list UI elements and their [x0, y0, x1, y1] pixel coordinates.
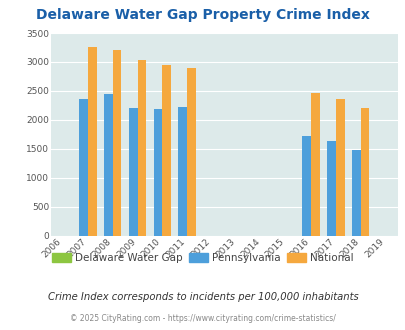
Bar — [153, 109, 162, 236]
Bar — [79, 99, 88, 236]
Bar — [137, 60, 146, 236]
Bar — [88, 47, 96, 236]
Bar — [351, 149, 360, 236]
Bar — [302, 136, 310, 236]
Bar — [326, 142, 335, 236]
Text: © 2025 CityRating.com - https://www.cityrating.com/crime-statistics/: © 2025 CityRating.com - https://www.city… — [70, 314, 335, 323]
Bar — [187, 68, 195, 236]
Bar — [113, 50, 121, 236]
Text: Crime Index corresponds to incidents per 100,000 inhabitants: Crime Index corresponds to incidents per… — [47, 292, 358, 302]
Bar — [178, 107, 187, 236]
Bar — [162, 65, 171, 236]
Bar — [360, 108, 369, 236]
Bar — [104, 94, 113, 236]
Bar — [335, 99, 344, 236]
Bar — [310, 93, 319, 236]
Text: Delaware Water Gap Property Crime Index: Delaware Water Gap Property Crime Index — [36, 8, 369, 22]
Legend: Delaware Water Gap, Pennsylvania, National: Delaware Water Gap, Pennsylvania, Nation… — [48, 249, 357, 267]
Bar — [128, 108, 137, 236]
